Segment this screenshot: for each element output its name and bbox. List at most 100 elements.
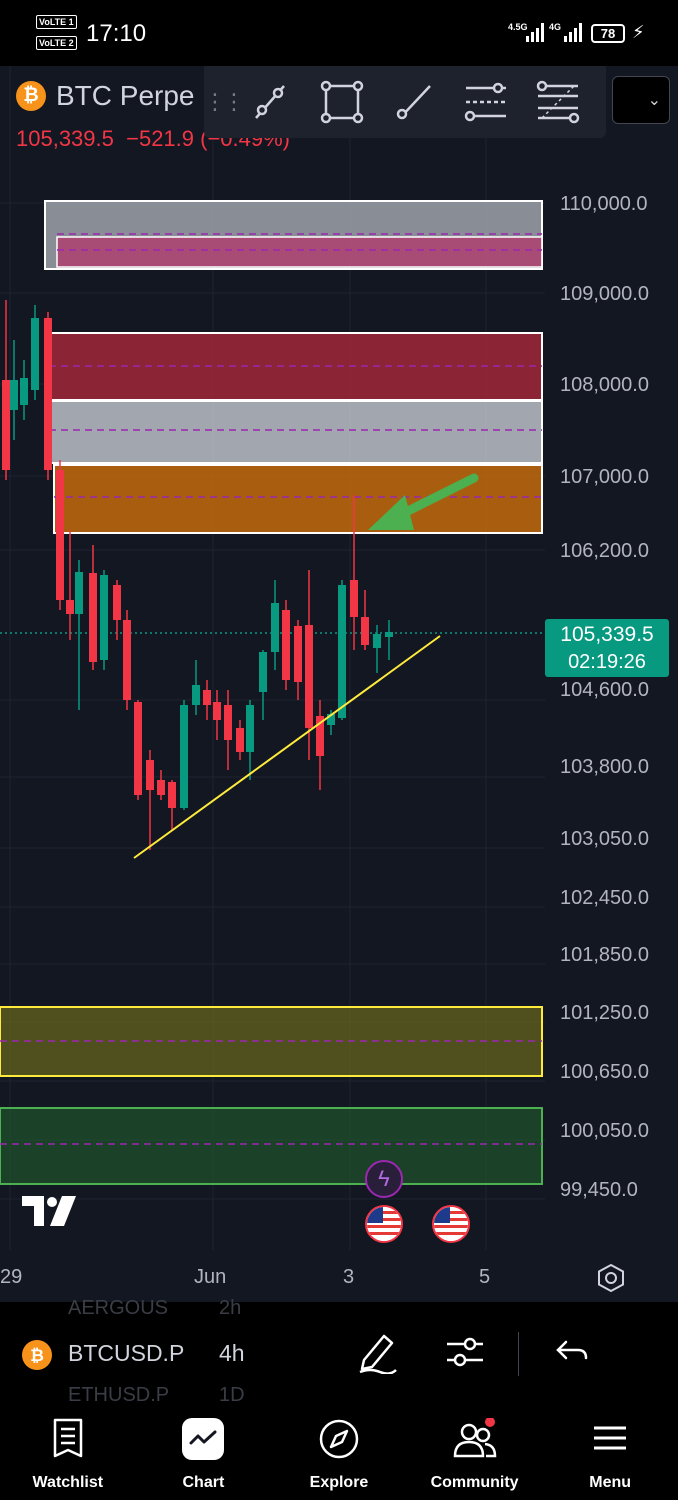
price-axis-label: 100,650.0	[560, 1061, 649, 1083]
pencil-drawing-icon[interactable]	[356, 1330, 398, 1374]
candle-body	[246, 705, 254, 752]
us-flag-event-icon[interactable]	[365, 1205, 403, 1243]
status-bar: VoLTE 1 VoLTE 2 17:10 4.5G 4G 78 ⚡	[0, 0, 678, 66]
drag-handle-icon[interactable]: ⋮⋮	[204, 89, 245, 114]
chart-canvas[interactable]: ₿ BTC Perpe 105,339.5 −521.9 (−0.49%) ⋮⋮…	[0, 66, 678, 1302]
svg-text:₿: ₿	[30, 1346, 44, 1366]
annotation-arrow[interactable]	[368, 473, 479, 530]
candle-body	[146, 760, 154, 790]
candle-body	[327, 714, 335, 725]
battery-icon: 78	[591, 24, 625, 43]
candle-body	[282, 610, 290, 680]
lightning-event-icon[interactable]: ϟ	[365, 1160, 403, 1198]
candle-body	[338, 585, 346, 718]
ghost-symbol-bottom: ETHUSD.P	[68, 1384, 170, 1406]
candle-body	[20, 378, 28, 405]
candle-body	[89, 573, 97, 662]
supply-demand-zones[interactable]	[0, 200, 543, 1185]
price-axis-label: 107,000.0	[560, 466, 649, 488]
price-axis-label: 110,000.0	[560, 193, 648, 215]
candle-body	[271, 603, 279, 652]
candle-body	[373, 634, 381, 648]
nav-label: Community	[430, 1474, 519, 1491]
chart-layout-dropdown[interactable]: ⌄	[612, 76, 670, 124]
candle-body	[113, 585, 121, 620]
nav-label: Explore	[309, 1474, 369, 1491]
sim2-indicator: VoLTE 2	[36, 36, 78, 51]
community-icon	[453, 1418, 496, 1458]
network-type-1: 4.5G	[508, 22, 528, 32]
candle-body	[56, 470, 64, 600]
candle-body	[66, 600, 74, 614]
rectangle-icon[interactable]	[306, 66, 378, 138]
symbol-title[interactable]: BTC Perpe	[56, 80, 195, 111]
candle-body	[134, 702, 142, 795]
watchlist-icon	[53, 1418, 83, 1458]
chevron-down-icon: ⌄	[647, 92, 661, 109]
candle-body	[31, 318, 39, 390]
nav-community[interactable]: Community	[407, 1404, 543, 1500]
signal-2-icon	[564, 22, 582, 42]
price-axis-label: 106,200.0	[560, 540, 649, 562]
indicators-settings-icon[interactable]	[444, 1330, 486, 1374]
nav-watchlist[interactable]: Watchlist	[0, 1404, 136, 1500]
time-label-3: 3	[343, 1266, 355, 1288]
nav-label: Menu	[589, 1474, 632, 1491]
nav-explore[interactable]: Explore	[271, 1404, 407, 1500]
nav-label: Chart	[182, 1474, 225, 1491]
trend-line-icon[interactable]	[234, 66, 306, 138]
timeframe-selector[interactable]: 4h	[219, 1340, 245, 1366]
nav-chart[interactable]: Chart	[136, 1404, 272, 1500]
parallel-channel-icon[interactable]	[450, 66, 522, 138]
candle-body	[10, 380, 18, 410]
candle-body	[180, 705, 188, 808]
ghost-tf-bottom: 1D	[219, 1384, 245, 1406]
drawing-toolbar[interactable]: ⋮⋮	[204, 66, 606, 138]
candle-body	[44, 318, 52, 470]
chart-symbol-header[interactable]: ₿ BTC Perpe	[16, 80, 195, 112]
candle-body	[123, 620, 131, 700]
sim1-indicator: VoLTE 1	[36, 15, 78, 30]
price-axis-label: 100,050.0	[560, 1120, 649, 1142]
us-flag-event-icon[interactable]	[432, 1205, 470, 1243]
charging-icon: ⚡	[632, 22, 645, 42]
bitcoin-logo-icon: ₿	[22, 1340, 52, 1370]
price-axis-label: 103,050.0	[560, 828, 649, 850]
price-axis-label: 109,000.0	[560, 283, 649, 305]
price-axis-label: 101,850.0	[560, 944, 649, 966]
candle-body	[192, 685, 200, 705]
candle-body	[2, 380, 10, 470]
price-axis-label: 104,600.0	[560, 679, 649, 701]
ray-line-icon[interactable]	[378, 66, 450, 138]
bitcoin-logo-icon: ₿	[16, 81, 46, 111]
candle-body	[157, 780, 165, 795]
price-axis-label: 103,800.0	[560, 756, 649, 778]
time-label-5: 5	[479, 1266, 491, 1288]
chart-drawing[interactable]	[0, 66, 678, 1302]
ghost-symbol-top: AERGOUS	[68, 1297, 169, 1319]
divider	[518, 1332, 519, 1376]
candle-body	[224, 705, 232, 740]
trend-line[interactable]	[133, 635, 441, 859]
undo-icon[interactable]	[552, 1330, 592, 1374]
fib-retracement-icon[interactable]	[522, 66, 594, 138]
last-price-tag: 105,339.5 02:19:26	[545, 619, 669, 677]
symbol-selector[interactable]: BTCUSD.P	[68, 1340, 185, 1366]
ghost-tf-top: 2h	[219, 1297, 242, 1319]
current-price: 105,339.5	[16, 126, 114, 151]
candlesticks	[2, 300, 393, 850]
candle-body	[213, 702, 221, 720]
candle-body	[100, 575, 108, 660]
candle-body	[294, 626, 302, 682]
candle-body	[361, 617, 369, 645]
time-label-jun: Jun	[194, 1266, 227, 1288]
nav-label: Watchlist	[32, 1474, 104, 1491]
compass-icon	[319, 1419, 359, 1459]
candle-body	[203, 690, 211, 705]
bottom-navigation: Watchlist Chart Explore Community Menu	[0, 1404, 678, 1500]
price-axis-label: 102,450.0	[560, 887, 649, 909]
candle-body	[316, 716, 324, 756]
signal-1-icon	[526, 22, 544, 42]
nav-menu[interactable]: Menu	[542, 1404, 678, 1500]
chart-icon	[182, 1418, 225, 1460]
